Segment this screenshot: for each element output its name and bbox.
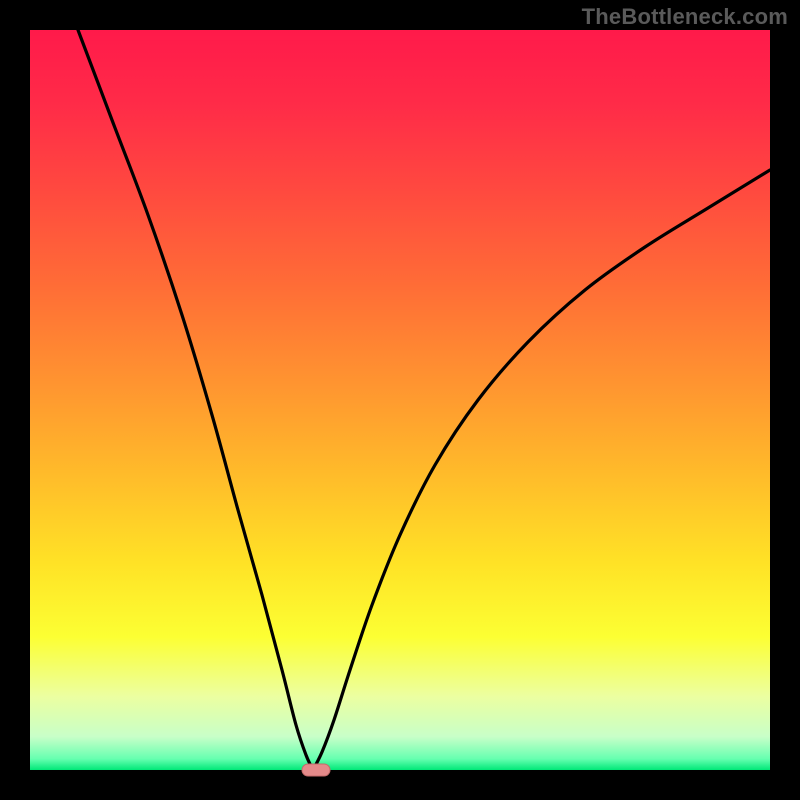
chart-container: { "watermark": { "text": "TheBottleneck.… <box>0 0 800 800</box>
plot-background <box>30 30 770 770</box>
optimal-marker <box>302 764 330 776</box>
watermark-text: TheBottleneck.com <box>582 4 788 30</box>
bottleneck-chart <box>0 0 800 800</box>
